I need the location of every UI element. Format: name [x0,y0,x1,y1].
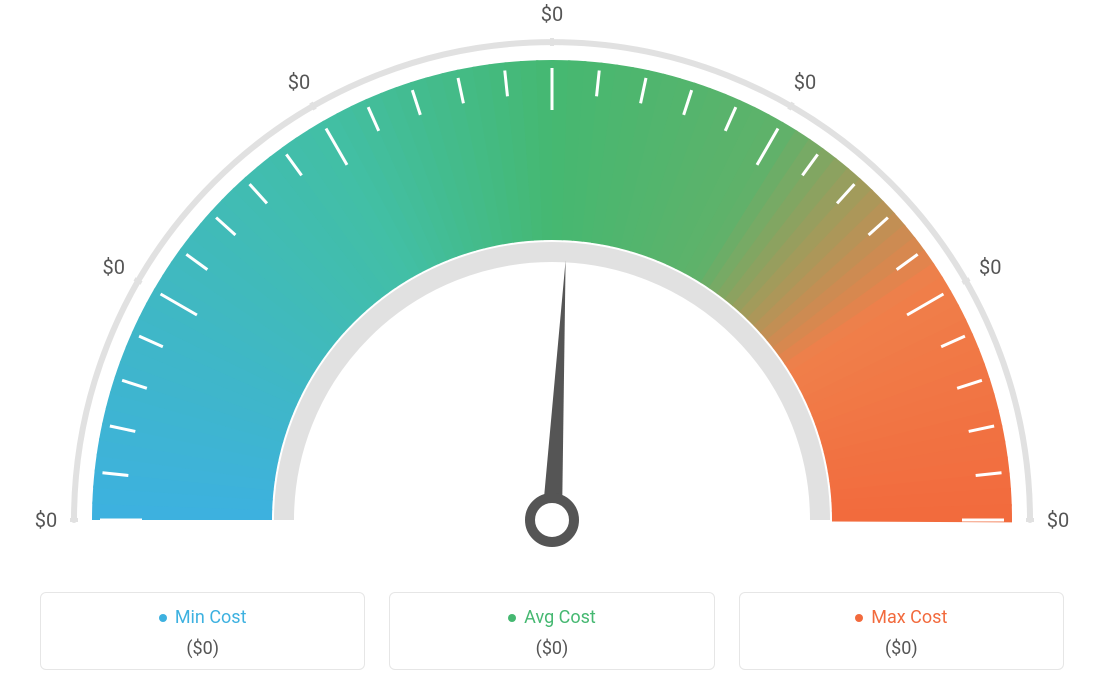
gauge-svg [0,0,1104,560]
legend-dot-max [855,614,863,622]
legend-label-min: Min Cost [175,607,247,628]
legend-title-max: Max Cost [855,607,947,628]
gauge-chart-container: $0 $0 $0 $0 $0 $0 $0 Min Cost ($0) Avg Cost ($… [0,0,1104,690]
legend-value-min: ($0) [51,638,354,659]
legend-card-avg: Avg Cost ($0) [389,592,714,671]
gauge-tick-label: $0 [794,70,816,94]
legend-area: Min Cost ($0) Avg Cost ($0) Max Cost ($0… [40,592,1064,671]
legend-value-avg: ($0) [400,638,703,659]
legend-label-max: Max Cost [871,607,947,628]
gauge-tick-label: $0 [541,2,563,26]
legend-dot-min [159,614,167,622]
gauge-tick-label: $0 [1047,508,1069,532]
legend-card-min: Min Cost ($0) [40,592,365,671]
legend-card-max: Max Cost ($0) [739,592,1064,671]
legend-value-max: ($0) [750,638,1053,659]
legend-title-avg: Avg Cost [508,607,596,628]
gauge-tick-label: $0 [35,508,57,532]
legend-dot-avg [508,614,516,622]
legend-label-avg: Avg Cost [524,607,596,628]
gauge-tick-label: $0 [979,255,1001,279]
legend-title-min: Min Cost [159,607,247,628]
gauge-tick-label: $0 [103,255,125,279]
gauge-area: $0 $0 $0 $0 $0 $0 $0 [0,0,1104,560]
gauge-tick-label: $0 [288,70,310,94]
